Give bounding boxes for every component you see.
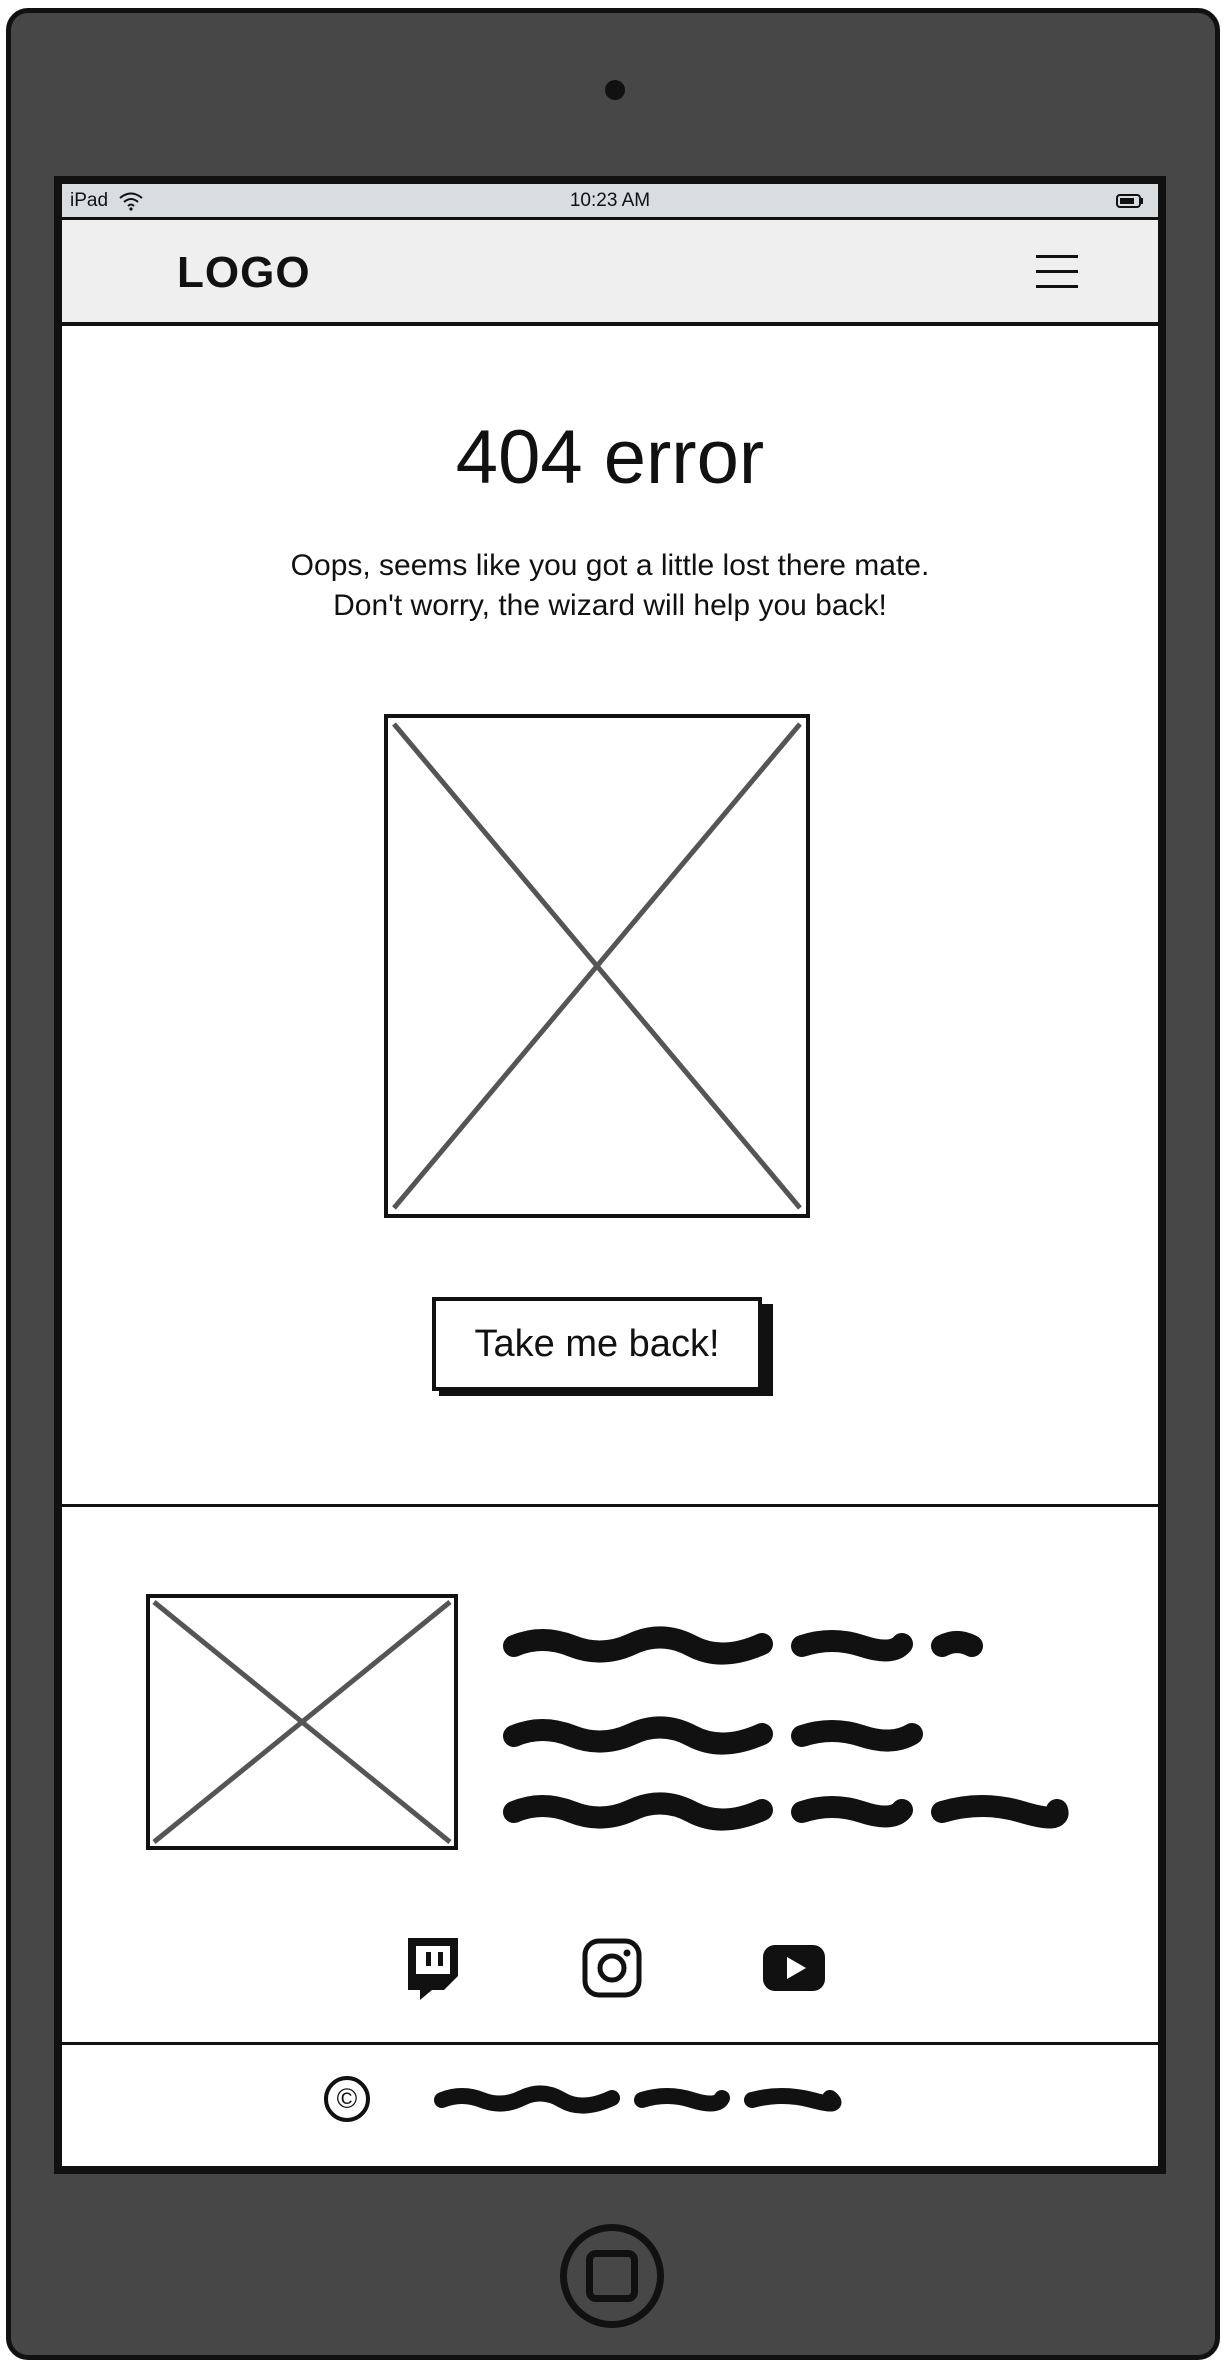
- wizard-image-placeholder-icon: [384, 714, 810, 1218]
- copyright-divider: [62, 2042, 1158, 2045]
- device-label: iPad: [70, 190, 109, 211]
- copyright-icon: ©: [324, 2076, 370, 2122]
- instagram-icon[interactable]: [582, 1938, 642, 1998]
- home-button-square-icon: [586, 2250, 638, 2302]
- error-message-line-1: Oops, seems like you got a little lost t…: [290, 549, 930, 582]
- footer-text-scribble: [503, 1626, 1069, 1831]
- logo[interactable]: LOGO: [177, 248, 311, 297]
- error-message: Oops, seems like you got a little lost t…: [62, 546, 1158, 626]
- status-time: 10:23 AM: [569, 190, 651, 211]
- home-button[interactable]: [560, 2224, 664, 2328]
- footer-image-placeholder-icon: [146, 1594, 458, 1850]
- copyright-text-scribble: [434, 2085, 842, 2114]
- hamburger-menu-icon[interactable]: [1034, 250, 1080, 294]
- page-title: 404 error: [455, 415, 765, 500]
- footer-divider: [62, 1504, 1158, 1507]
- battery-icon: [1116, 194, 1143, 208]
- take-me-back-button[interactable]: Take me back!: [432, 1297, 762, 1391]
- wifi-icon: [119, 192, 143, 211]
- navbar: LOGO: [62, 220, 1158, 326]
- status-bar: iPad 10:23 AM: [62, 184, 1158, 220]
- error-message-line-2: Don't worry, the wizard will help you ba…: [333, 589, 887, 622]
- screen: iPad 10:23 AM LOGO 404 error Oops, seems…: [54, 176, 1166, 2174]
- youtube-icon[interactable]: [762, 1944, 826, 1992]
- front-camera: [605, 80, 625, 100]
- twitch-icon[interactable]: [402, 1936, 462, 2000]
